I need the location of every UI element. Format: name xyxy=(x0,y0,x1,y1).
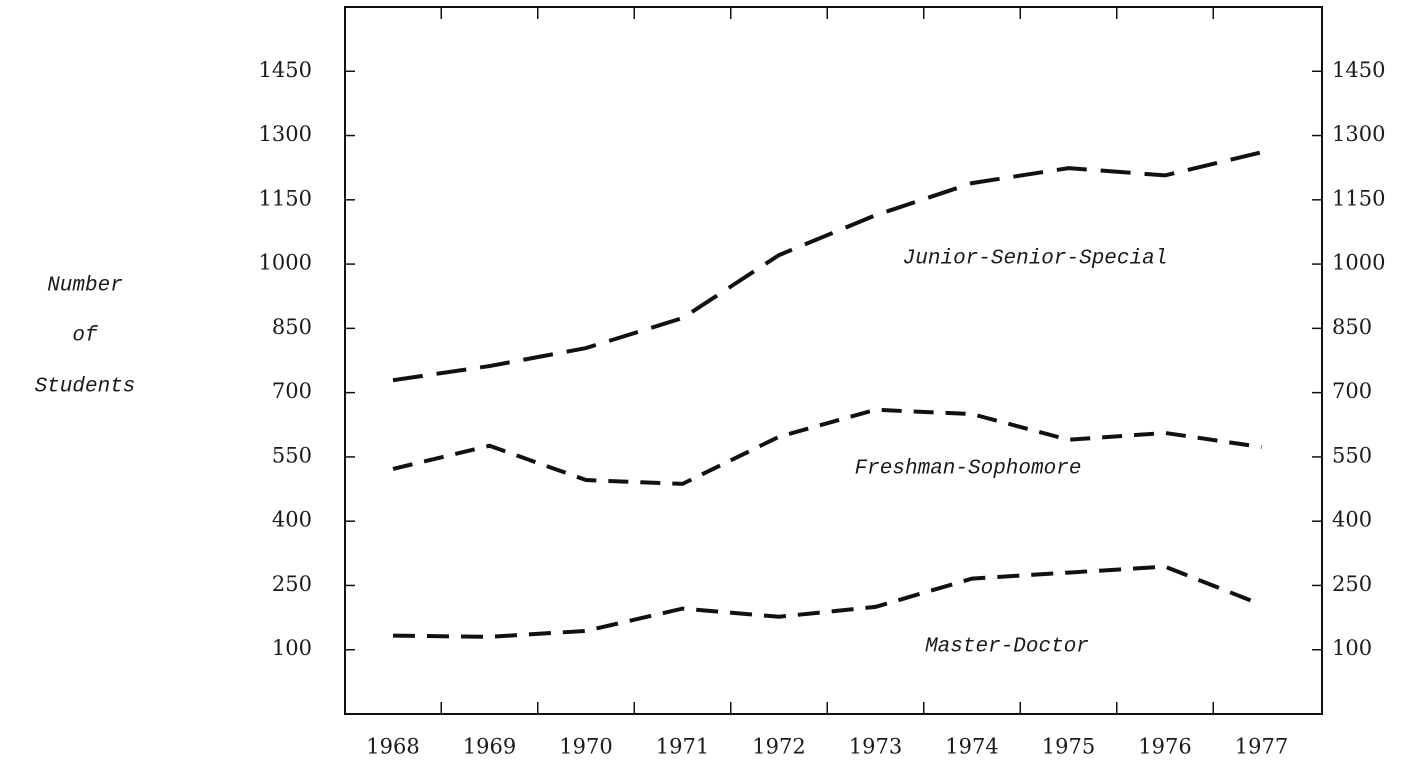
series-label: Freshman-Sophomore xyxy=(855,458,1082,481)
y-axis-label: of xyxy=(72,325,99,348)
x-tick-label: 1973 xyxy=(849,735,902,759)
series-line xyxy=(392,407,1262,486)
x-tick-label: 1969 xyxy=(463,735,516,759)
y2-tick-label: 700 xyxy=(1332,379,1372,403)
x-tick-label: 1972 xyxy=(752,735,805,759)
x-tick-label: 1970 xyxy=(559,735,612,759)
y2-tick-label: 850 xyxy=(1332,315,1372,339)
x-tick-label: 1974 xyxy=(945,735,998,759)
y-axis-label: Students xyxy=(35,376,136,399)
y2-tick-label: 100 xyxy=(1332,636,1372,660)
y-tick-label: 1450 xyxy=(259,58,312,82)
y2-tick-label: 1450 xyxy=(1332,58,1385,82)
y-tick-label: 550 xyxy=(272,443,312,467)
y-tick-label: 850 xyxy=(272,315,312,339)
x-tick-label: 1968 xyxy=(366,735,419,759)
y2-tick-label: 1300 xyxy=(1332,122,1385,146)
x-tick-label: 1975 xyxy=(1042,735,1095,759)
y2-tick-label: 400 xyxy=(1332,508,1372,532)
y2-tick-label: 550 xyxy=(1332,443,1372,467)
series-line xyxy=(392,564,1263,639)
y-tick-label: 250 xyxy=(272,572,312,596)
x-tick-label: 1971 xyxy=(656,735,709,759)
y-tick-label: 100 xyxy=(272,636,312,660)
x-tick-label: 1976 xyxy=(1138,735,1191,759)
series-line xyxy=(392,150,1262,383)
plot-frame xyxy=(344,6,1323,715)
y-tick-label: 700 xyxy=(272,379,312,403)
y-axis-label: Number xyxy=(47,275,123,298)
y2-tick-label: 1000 xyxy=(1332,251,1385,275)
y-tick-label: 1300 xyxy=(259,122,312,146)
y-tick-label: 1000 xyxy=(259,251,312,275)
series-label: Master-Doctor xyxy=(925,636,1089,659)
x-tick-label: 1977 xyxy=(1235,735,1288,759)
series-label: Junior-Senior-Special xyxy=(903,248,1168,271)
y2-tick-label: 250 xyxy=(1332,572,1372,596)
y-tick-label: 1150 xyxy=(259,186,312,210)
y2-tick-label: 1150 xyxy=(1332,186,1385,210)
y-tick-label: 400 xyxy=(272,508,312,532)
